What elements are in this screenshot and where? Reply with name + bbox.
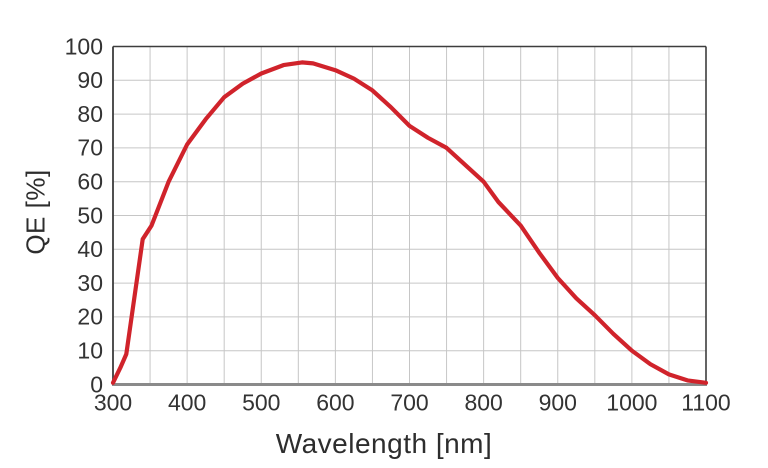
x-tick-label: 900 [539, 390, 577, 416]
x-tick-label: 1100 [681, 390, 730, 416]
y-tick-label: 40 [77, 236, 103, 262]
y-tick-label: 80 [77, 101, 103, 127]
y-tick-label: 100 [65, 33, 103, 59]
y-tick-label: 60 [77, 169, 103, 195]
x-tick-label: 300 [94, 390, 132, 416]
x-tick-label: 1000 [606, 390, 657, 416]
y-tick-label: 70 [77, 135, 103, 161]
y-tick-labels: 0 10 20 30 40 50 60 70 80 90 100 [65, 33, 103, 397]
x-tick-label: 500 [242, 390, 280, 416]
qe-curve [110, 60, 709, 385]
y-tick-label: 20 [77, 304, 103, 330]
y-tick-label: 90 [77, 67, 103, 93]
y-tick-label: 50 [77, 202, 103, 228]
y-tick-label: 0 [90, 371, 103, 397]
gridlines [112, 46, 707, 385]
x-tick-label: 800 [464, 390, 502, 416]
x-tick-label: 700 [390, 390, 428, 416]
plot-border [112, 45, 707, 386]
x-tick-labels: 300 400 500 600 700 800 900 1000 1100 [94, 390, 731, 416]
x-axis-title: Wavelength [nm] [275, 428, 493, 459]
x-tick-label: 400 [168, 390, 206, 416]
y-tick-label: 10 [77, 338, 103, 364]
y-tick-label: 30 [77, 270, 103, 296]
y-axis-title: QE [%] [20, 169, 51, 255]
x-tick-label: 600 [316, 390, 354, 416]
